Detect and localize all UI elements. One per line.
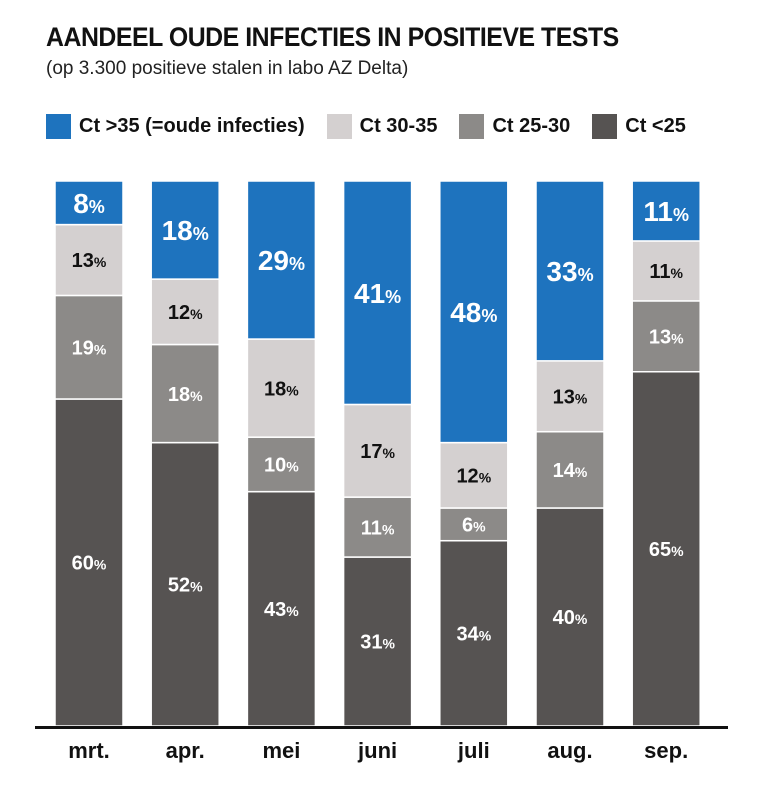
bar-value-label: 13% [72,250,107,272]
bar-value-label: 31% [360,632,395,654]
bar-segment [439,180,509,444]
bar-value-label: 10% [264,455,299,477]
legend-label-ct-25-30: Ct 25-30 [492,114,571,137]
legend-label-ct-under-25: Ct <25 [625,114,686,137]
bar-segment [439,507,509,542]
bar-value-label: 29% [258,245,305,276]
x-tick-label: apr. [166,738,205,763]
bar-value-label: 43% [264,599,299,621]
bar-value-label: 65% [649,539,684,561]
chart-subtitle: (op 3.300 positieve stalen in labo AZ De… [46,58,409,79]
bar-segment [535,507,605,727]
bar-segment [342,496,413,558]
bar-value-label: 34% [456,624,491,646]
bar-value-label: 11% [361,517,395,539]
bar-segment [439,539,509,727]
bar-value-label: 18% [264,378,299,400]
bar-segment [246,338,317,438]
x-tick-label: mrt. [68,738,110,763]
legend-swatch-ct-25-30 [459,113,485,139]
bar-value-label: 33% [546,256,593,287]
bar-value-label: 60% [72,553,107,575]
bar-value-label: 18% [162,215,209,246]
bar-segment [246,436,317,493]
legend-item-ct-under-25: Ct <25 [592,113,686,139]
bar-segment [150,180,220,280]
bar-value-label: 8% [73,188,105,219]
x-tick-label: juli [457,738,490,763]
bar-segment [54,294,124,400]
x-tick-label: sep. [644,738,688,763]
bar-value-label: 12% [168,302,203,324]
chart-title: AANDEEL OUDE INFECTIES IN POSITIEVE TEST… [46,22,619,52]
legend-item-ct-over-35: Ct >35 (=oude infecties) [46,113,305,139]
legend-swatch-ct-30-35 [326,113,352,139]
bar-value-label: 11% [649,261,683,283]
bar-segment [246,180,317,340]
bar-segment [54,398,124,727]
bar-value-label: 52% [168,575,203,597]
bar-segment [150,278,220,346]
legend-label-ct-over-35: Ct >35 (=oude infecties) [79,114,305,137]
bar-segment [150,441,220,727]
legend-swatch-ct-under-25 [592,113,618,139]
x-tick-label: juni [357,738,397,763]
bar-value-label: 48% [450,297,497,328]
bar-segment [54,180,124,226]
bar-value-label: 6% [462,515,486,537]
chart-legend: Ct >35 (=oude infecties) Ct 30-35 Ct 25-… [46,112,686,140]
bar-value-label: 13% [553,386,588,408]
legend-swatch-ct-over-35 [46,113,71,139]
bar-segment [535,360,605,433]
bar-segment [535,430,605,509]
x-tick-label: mei [262,738,300,763]
bar-segment [342,180,413,406]
bar-value-label: 40% [553,607,588,629]
bar-value-label: 12% [456,466,491,488]
bar-value-label: 14% [553,460,588,482]
legend-item-ct-25-30: Ct 25-30 [459,113,571,139]
x-tick-label: aug. [547,738,592,763]
bar-segment [631,240,701,302]
bar-value-label: 41% [354,278,401,309]
bar-value-label: 17% [360,441,395,463]
bar-segment [631,300,701,373]
bar-segment [535,180,605,362]
bar-segment [54,223,124,297]
bar-value-label: 13% [649,327,684,349]
legend-label-ct-30-35: Ct 30-35 [359,114,438,137]
bar-value-label: 19% [72,337,107,359]
legend-item-ct-30-35: Ct 30-35 [326,113,438,139]
bar-segment [631,180,701,242]
bar-value-label: 18% [168,384,203,406]
bar-value-label: 11% [643,196,689,227]
